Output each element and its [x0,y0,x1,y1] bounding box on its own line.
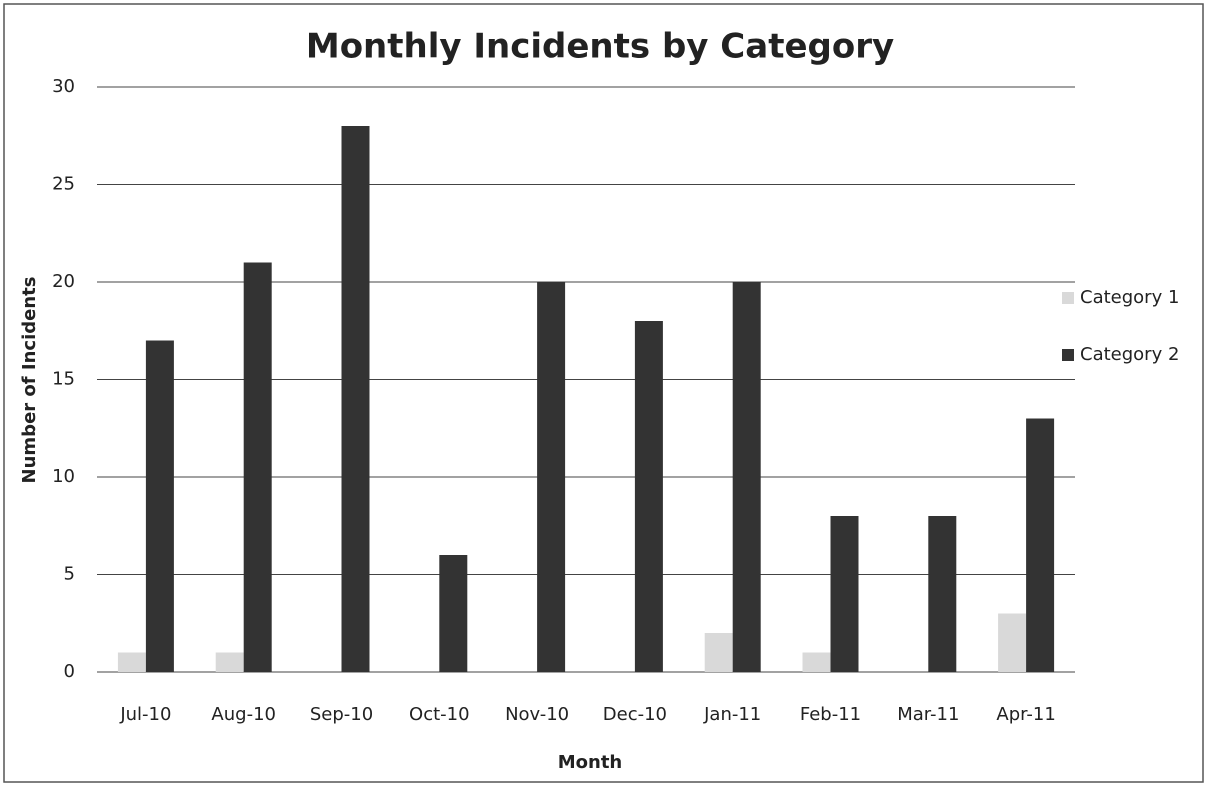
chart-title: Monthly Incidents by Category [306,27,894,67]
bar [243,262,272,672]
legend-swatch [1062,292,1074,304]
legend-label: Category 1 [1080,287,1179,308]
y-tick-label: 15 [52,369,75,390]
x-tick-label: Nov-10 [505,704,569,725]
bar [537,282,566,672]
x-tick-label: Apr-11 [996,704,1055,725]
bar [145,340,174,672]
bar [117,652,146,672]
bar [802,652,831,672]
x-tick-label: Aug-10 [211,704,276,725]
bar [215,652,244,672]
y-axis-label: Number of Incidents [19,277,40,484]
y-tick-label: 20 [52,271,75,292]
bar [634,321,663,672]
x-tick-label: Jan-11 [703,704,761,725]
x-tick-label: Jul-10 [119,704,171,725]
x-tick-label: Sep-10 [310,704,373,725]
bar [998,613,1027,672]
x-tick-label: Dec-10 [603,704,667,725]
x-tick-label: Feb-11 [800,704,861,725]
legend-label: Category 2 [1080,344,1179,365]
legend-swatch [1062,349,1074,361]
x-axis-label: Month [558,752,623,773]
y-tick-label: 30 [52,76,75,97]
bar [341,126,370,672]
y-tick-label: 25 [52,174,75,195]
x-tick-label: Oct-10 [409,704,470,725]
bar [1026,418,1055,672]
bar [704,633,733,672]
x-tick-label: Mar-11 [897,704,959,725]
y-tick-label: 0 [64,661,75,682]
bar [732,282,761,672]
y-tick-label: 5 [64,564,75,585]
bar [830,516,859,672]
bar [439,555,468,672]
y-tick-label: 10 [52,466,75,487]
bar [928,516,957,672]
